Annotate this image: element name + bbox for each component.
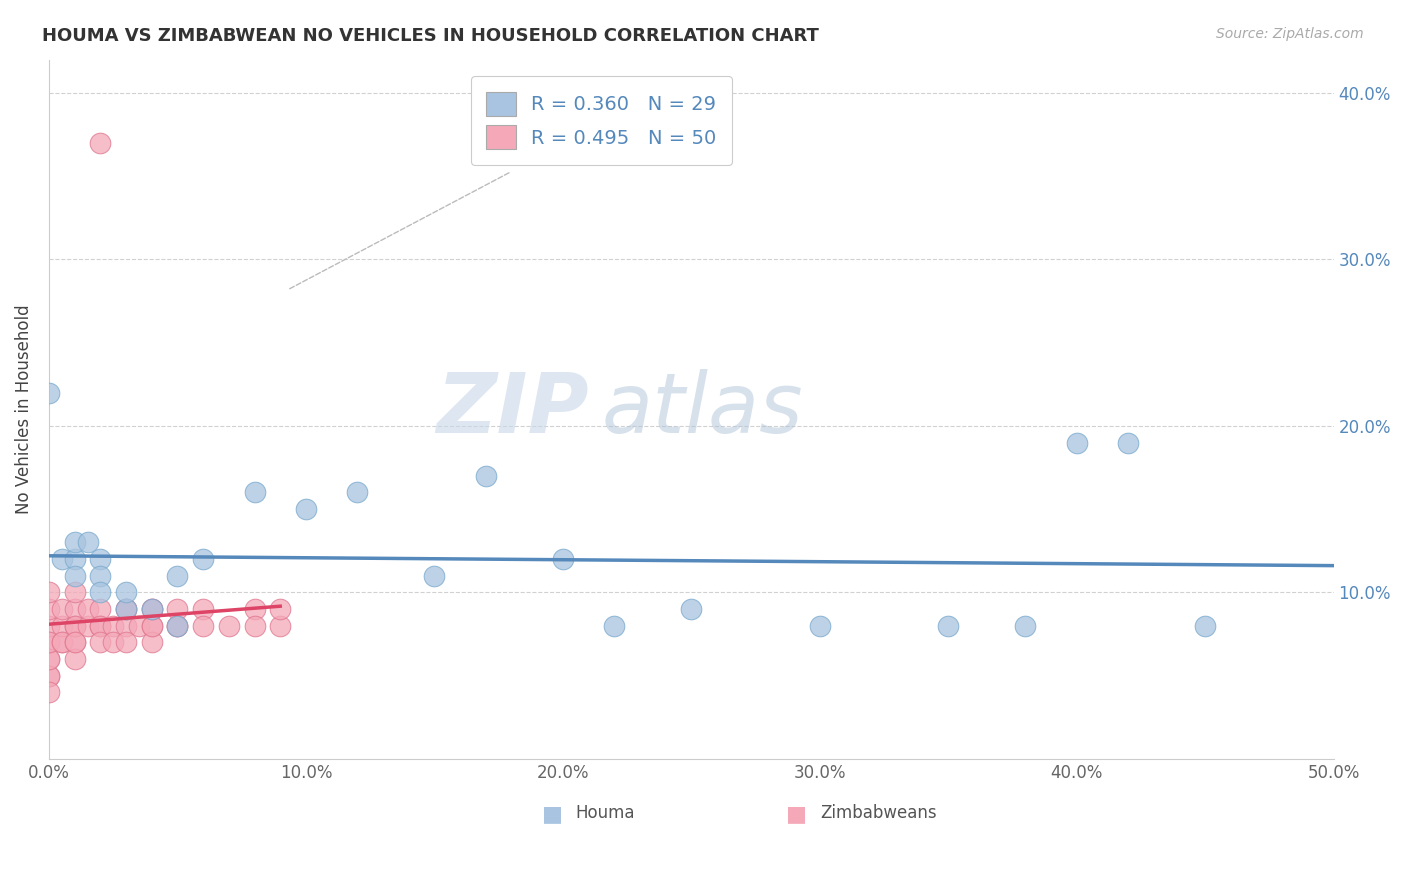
Point [808,618,831,632]
Point [89,568,111,582]
Point [76,618,98,632]
Point [141,635,163,649]
Point [38,668,60,682]
Point [51,635,73,649]
Point [63,568,86,582]
Point [51,618,73,632]
Point [166,618,188,632]
Point [115,618,138,632]
Text: Source: ZipAtlas.com: Source: ZipAtlas.com [1216,27,1364,41]
Point [423,568,446,582]
Point [38,385,60,400]
Text: Houma: Houma [575,805,636,822]
Point [103,635,125,649]
Point [141,618,163,632]
Point [243,618,266,632]
Point [295,502,318,516]
Point [38,652,60,666]
Point [166,602,188,616]
Point [1194,618,1216,632]
Point [218,618,240,632]
Point [269,618,291,632]
Point [51,635,73,649]
Point [89,552,111,566]
Point [115,602,138,616]
Point [1066,435,1088,450]
Point [191,602,214,616]
Text: ZIP: ZIP [436,368,589,450]
Point [141,602,163,616]
Text: ■: ■ [541,805,562,824]
Y-axis label: No Vehicles in Household: No Vehicles in Household [15,304,32,514]
Point [191,618,214,632]
Point [63,535,86,549]
Point [166,568,188,582]
Point [141,618,163,632]
Point [269,602,291,616]
Point [63,635,86,649]
Point [63,635,86,649]
Point [115,585,138,599]
Point [76,602,98,616]
Point [141,602,163,616]
Point [51,602,73,616]
Point [38,602,60,616]
Legend: R = 0.360   N = 29, R = 0.495   N = 50: R = 0.360 N = 29, R = 0.495 N = 50 [471,77,733,165]
Text: Zimbabweans: Zimbabweans [820,805,936,822]
Point [63,602,86,616]
Point [141,602,163,616]
Point [1116,435,1139,450]
Point [63,618,86,632]
Point [89,585,111,599]
Point [89,136,111,150]
Point [115,602,138,616]
Point [76,535,98,549]
Point [166,618,188,632]
Point [63,618,86,632]
Point [681,602,703,616]
Text: ■: ■ [786,805,807,824]
Point [115,602,138,616]
Point [38,635,60,649]
Point [63,585,86,599]
Point [551,552,574,566]
Point [89,635,111,649]
Point [38,668,60,682]
Point [103,618,125,632]
Point [115,635,138,649]
Point [128,618,150,632]
Point [166,618,188,632]
Point [603,618,626,632]
Point [89,618,111,632]
Point [936,618,959,632]
Point [51,552,73,566]
Point [38,618,60,632]
Point [89,602,111,616]
Point [474,468,496,483]
Text: atlas: atlas [602,368,803,450]
Point [38,652,60,666]
Point [63,652,86,666]
Point [89,618,111,632]
Point [1014,618,1036,632]
Text: HOUMA VS ZIMBABWEAN NO VEHICLES IN HOUSEHOLD CORRELATION CHART: HOUMA VS ZIMBABWEAN NO VEHICLES IN HOUSE… [42,27,820,45]
Point [243,485,266,500]
Point [346,485,368,500]
Point [63,552,86,566]
Point [243,602,266,616]
Point [38,635,60,649]
Point [38,585,60,599]
Point [191,552,214,566]
Point [38,685,60,699]
